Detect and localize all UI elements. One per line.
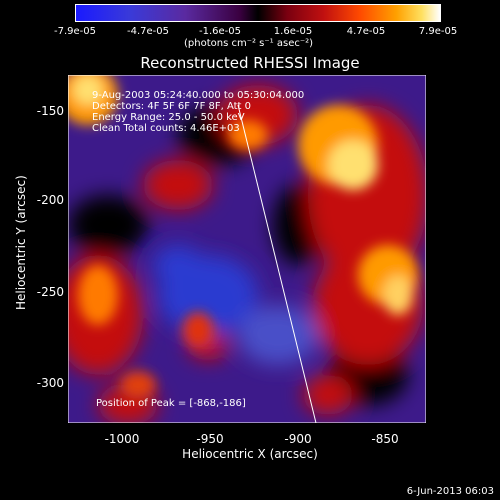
y-tick: -300 [36,376,64,390]
solar-limb-line [237,104,317,423]
info-clean: Clean Total counts: 4.46E+03 [92,123,240,134]
x-tick: -900 [284,432,312,446]
y-tick: -250 [36,285,64,299]
image-title: Reconstructed RHESSI Image [140,54,360,72]
rhessi-image [68,75,426,423]
colorbar-tick: -1.6e-05 [199,26,241,37]
y-tick: -150 [36,104,64,118]
colorbar-units: (photons cm⁻² s⁻¹ asec⁻²) [184,38,314,49]
y-tick: -200 [36,193,64,207]
colorbar-tick: 4.7e-05 [346,26,386,37]
peak-position: Position of Peak = [-868,-186] [96,398,246,409]
x-tick: -950 [196,432,224,446]
info-energy: Energy Range: 25.0 - 50.0 keV [92,112,245,123]
colorbar-tick: -7.9e-05 [54,26,96,37]
timestamp: 6-Jun-2013 06:03 [406,486,494,497]
x-tick: -1000 [104,432,140,446]
x-axis-title: Heliocentric X (arcsec) [182,447,318,461]
colorbar-tick: 7.9e-05 [418,26,458,37]
x-tick: -850 [371,432,399,446]
colorbar-tick: 1.6e-05 [273,26,313,37]
info-detectors: Detectors: 4F 5F 6F 7F 8F, Att 0 [92,101,252,112]
info-time: 9-Aug-2003 05:24:40.000 to 05:30:04.000 [92,90,305,101]
y-axis-title: Heliocentric Y (arcsec) [14,175,28,310]
colorbar [75,4,441,22]
colorbar-tick: -4.7e-05 [127,26,169,37]
